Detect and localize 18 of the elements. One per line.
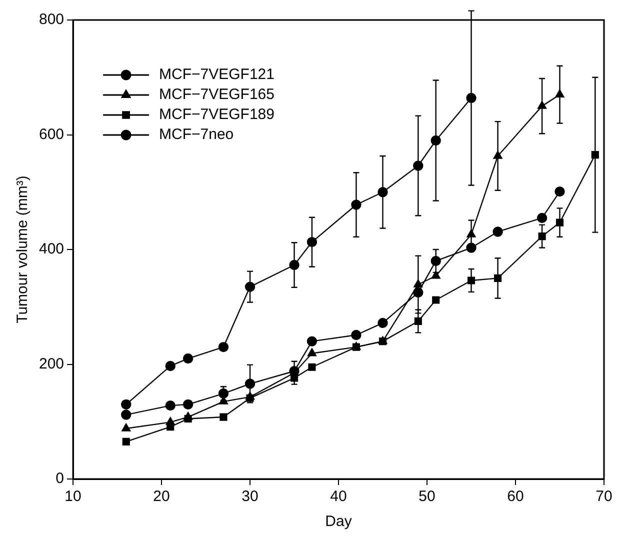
y-tick-label: 200 [38, 355, 64, 372]
y-axis-title: Tumour volume (mm³) [14, 176, 32, 324]
x-tick-label: 20 [153, 488, 170, 506]
x-tick-label: 70 [596, 488, 612, 506]
x-tick-label: 50 [418, 488, 436, 506]
y-tick-label: 800 [38, 11, 64, 28]
y-tick-label: 0 [56, 470, 64, 488]
legend-label: MCF−7VEGF189 [159, 106, 274, 124]
x-tick-label: 10 [64, 488, 82, 506]
x-axis-title: Day [325, 513, 352, 530]
legend-label: MCF−7neo [159, 126, 234, 144]
y-tick-label: 600 [38, 126, 64, 143]
x-tick-label: 40 [330, 488, 347, 506]
legend-label: MCF−7VEGF121 [159, 66, 274, 84]
x-tick-label: 60 [507, 488, 524, 506]
legend-label: MCF−7VEGF165 [159, 86, 274, 104]
y-tick-label: 400 [38, 240, 64, 258]
x-tick-label: 30 [242, 488, 258, 506]
